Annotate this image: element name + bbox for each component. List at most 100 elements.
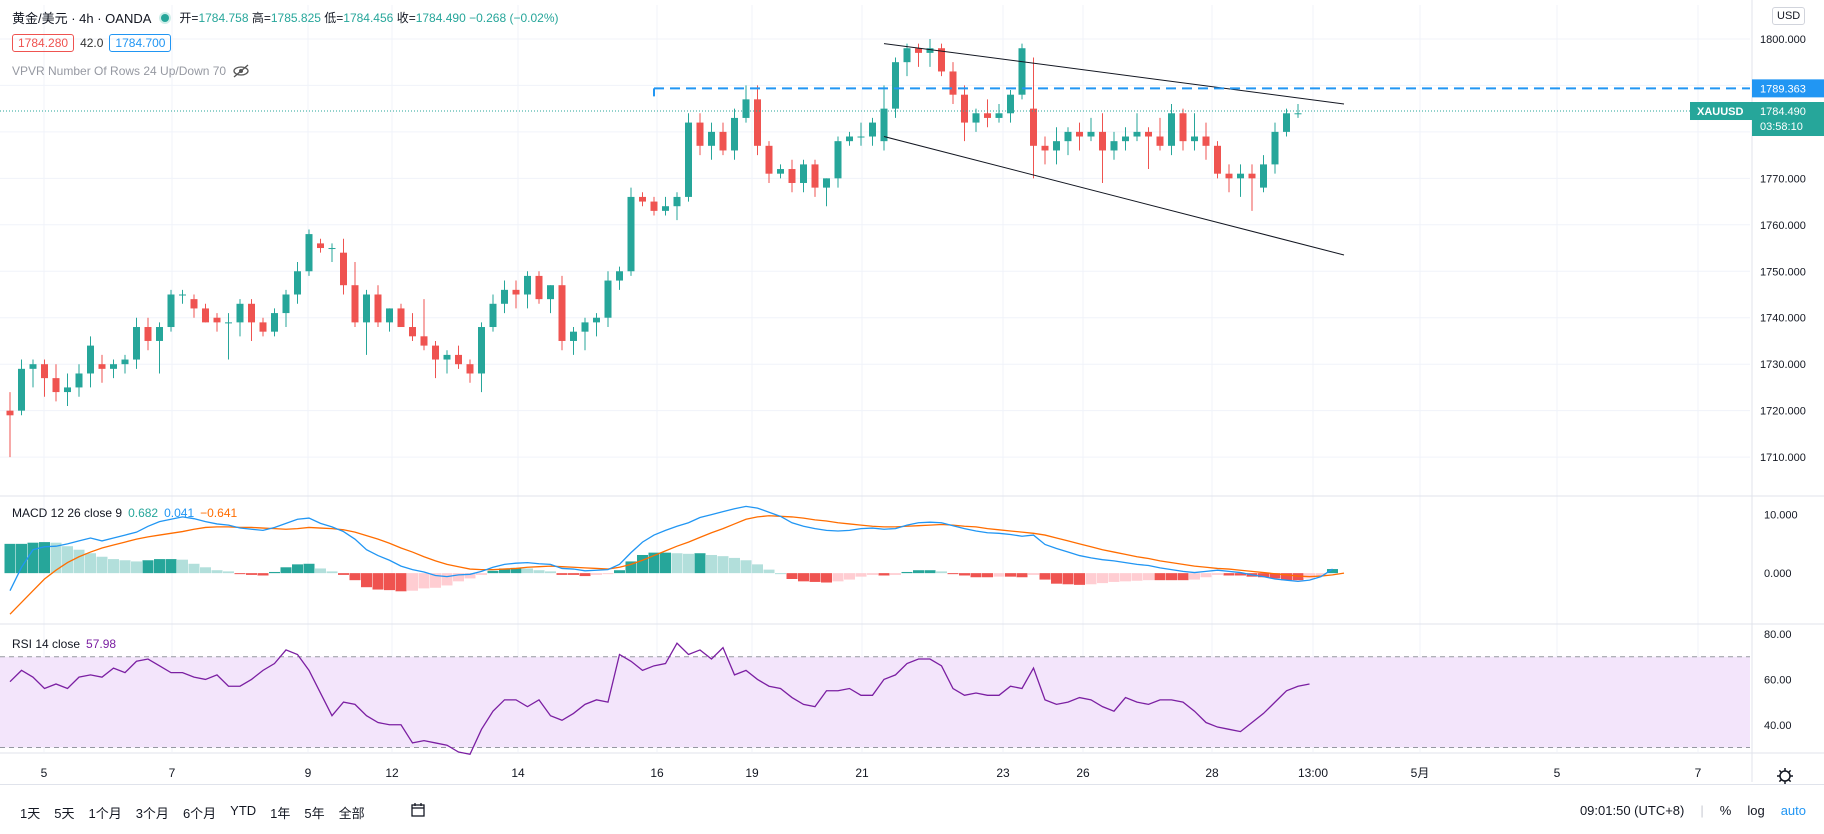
candle-body [915,48,922,53]
macd-hist-bar [1177,573,1189,581]
macd-hist-bar [1074,573,1085,585]
candle-body [880,108,888,142]
range-button-4[interactable]: 6个月 [182,806,217,821]
range-button-3[interactable]: 3个月 [135,806,169,821]
macd-hist-bar [809,573,821,582]
macd-hist-bar [464,573,476,579]
clock-display[interactable]: 09:01:50 (UTC+8) [1579,803,1685,818]
log-toggle[interactable]: log [1747,803,1765,818]
candle-body [903,48,911,63]
auto-toggle[interactable]: auto [1780,803,1806,818]
channel-lower-line [883,136,1345,256]
candle-body [248,303,255,323]
rsi-label[interactable]: RSI 14 close [12,637,81,651]
settings-gear-icon[interactable] [1777,768,1793,784]
macd-hist-bar [453,573,464,582]
macd-hist-bar [579,573,591,577]
candle-body [788,169,796,183]
candle-body [892,62,899,109]
candle-body [386,308,393,323]
macd-hist-bar [246,573,257,575]
candle-body [627,196,635,272]
macd-hist-bar [280,567,292,574]
macd-hist-bar [729,557,740,574]
candle-body [696,122,704,146]
candle-body [409,327,416,337]
goto-date-icon[interactable] [410,802,426,818]
macd-hist-bar [568,573,579,575]
candle-body [616,271,623,281]
candle-body [581,322,589,332]
candle-body [1225,173,1233,179]
candle-body [524,275,531,295]
range-button-1[interactable]: 5天 [54,806,75,821]
candle-body [823,178,830,188]
candle-body [87,345,94,374]
candle-body [512,289,520,295]
candle-body [305,234,313,272]
macd-hist-bar [1097,573,1108,584]
macd-hist-bar [786,573,798,579]
range-button-6[interactable]: 1年 [270,806,291,821]
eye-off-icon[interactable] [232,64,250,78]
candle-body [765,145,773,174]
vpvr-label[interactable]: VPVR Number Of Rows 24 Up/Down 70 [12,64,227,78]
time-axis-label: 5 [1554,766,1561,780]
price-tick-label: 1750.000 [1760,266,1806,278]
range-button-0[interactable]: 1天 [20,806,41,821]
sell-price-button[interactable]: 1784.280 [12,34,75,52]
macd-hist-bar [131,561,142,574]
macd-hist-bar [303,563,315,574]
range-button-8[interactable]: 全部 [338,806,365,821]
candle-body [225,322,232,324]
candle-body [1248,173,1256,179]
candle-body [834,141,842,179]
macd-hist-bar [1016,573,1028,578]
candle-body [719,131,727,151]
range-button-5[interactable]: YTD [230,803,257,818]
macd-hist-bar [706,554,717,574]
macd-hist-bar [4,543,16,574]
percent-toggle[interactable]: % [1719,803,1732,818]
candle-body [558,285,566,341]
candle-body [1053,141,1060,151]
macd-hist-bar [1005,573,1016,577]
macd-hist-bar [901,571,913,574]
candle-body [869,122,876,137]
macd-hist-bar [740,560,752,574]
candle-body [1191,136,1198,142]
macd-label[interactable]: MACD 12 26 close 9 [12,506,123,520]
candle-body [1110,141,1118,151]
candle-body [443,354,451,360]
macd-hist-bar [1281,573,1292,581]
macd-hist-bar [315,568,326,574]
macd-hist-bar [913,570,924,574]
candle-body [1122,136,1129,142]
candle-body [213,317,221,323]
range-button-7[interactable]: 5年 [304,806,325,821]
macd-hist-bar [407,573,418,591]
candle-body [857,136,865,138]
candle-body [351,285,359,323]
symbol-title[interactable]: 黄金/美元 · 4h · OANDA [12,11,152,26]
macd-hist-bar [326,571,338,574]
macd-signal-line [9,515,1345,615]
candle-body [754,99,761,146]
macd-hist-bar [1039,573,1051,580]
macd-hist-bar [533,570,545,574]
macd-hist-bar [119,560,131,574]
range-button-2[interactable]: 1个月 [88,806,122,821]
candle-body [1099,131,1106,151]
candle-body [811,164,819,188]
macd-hist-bar [372,573,384,590]
time-axis-label: 7 [1695,766,1702,780]
macd-hist-bar [85,553,96,574]
macd-hist-bar [683,553,694,574]
buy-price-button[interactable]: 1784.700 [109,34,172,52]
candle-body [593,317,600,323]
macd-hist-bar [73,549,85,574]
symbol-tag [1690,102,1752,121]
currency-button[interactable]: USD [1772,7,1806,25]
